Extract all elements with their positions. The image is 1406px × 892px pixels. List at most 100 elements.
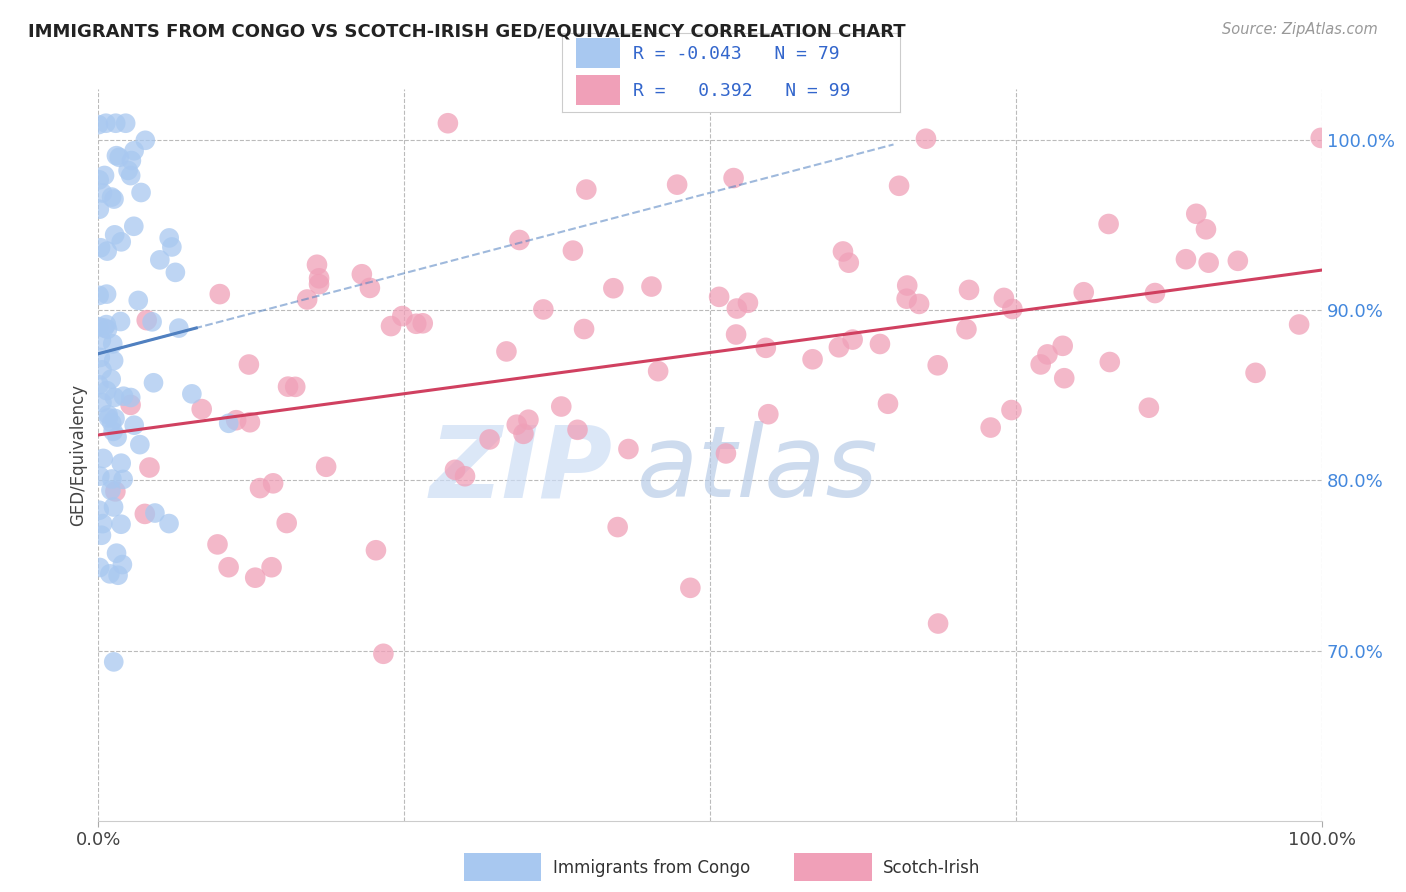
- Point: [96, 244, 118, 258]
- Point: [755, 341, 778, 355]
- Text: R =   0.392   N = 99: R = 0.392 N = 99: [633, 82, 851, 100]
- Point: [1143, 286, 1166, 301]
- Point: [120, 391, 142, 405]
- Point: [478, 433, 501, 447]
- Point: [108, 150, 131, 164]
- Point: [105, 149, 128, 163]
- Point: [105, 546, 128, 560]
- Point: [602, 281, 624, 295]
- Point: [1073, 285, 1095, 300]
- Point: [801, 352, 824, 367]
- Point: [120, 169, 142, 183]
- Point: [756, 407, 779, 421]
- Point: [908, 297, 931, 311]
- Point: [1053, 371, 1076, 385]
- Point: [104, 116, 127, 130]
- Point: [877, 397, 900, 411]
- Point: [295, 293, 318, 307]
- Point: [308, 271, 330, 285]
- Point: [87, 319, 110, 334]
- Point: [359, 281, 381, 295]
- Point: [110, 517, 132, 532]
- Point: [91, 186, 114, 200]
- Point: [617, 442, 640, 456]
- Point: [96, 318, 118, 332]
- Point: [93, 169, 115, 183]
- Point: [869, 337, 891, 351]
- Point: [87, 288, 110, 302]
- Point: [567, 423, 589, 437]
- Point: [225, 413, 247, 427]
- Point: [143, 506, 166, 520]
- Point: [640, 279, 662, 293]
- Y-axis label: GED/Equivalency: GED/Equivalency: [69, 384, 87, 526]
- Point: [89, 503, 111, 517]
- Point: [135, 313, 157, 327]
- Point: [723, 171, 745, 186]
- Point: [1185, 207, 1208, 221]
- Text: Source: ZipAtlas.com: Source: ZipAtlas.com: [1222, 22, 1378, 37]
- Point: [87, 118, 110, 132]
- Point: [89, 202, 111, 217]
- Point: [277, 379, 299, 393]
- Point: [122, 418, 145, 433]
- Point: [1226, 253, 1249, 268]
- Point: [190, 402, 212, 417]
- Point: [993, 291, 1015, 305]
- Point: [89, 560, 111, 574]
- Point: [149, 252, 172, 267]
- Point: [107, 568, 129, 582]
- Point: [927, 359, 949, 373]
- Point: [103, 192, 125, 206]
- Point: [305, 258, 328, 272]
- Point: [180, 387, 202, 401]
- Point: [832, 244, 855, 259]
- Point: [157, 516, 180, 531]
- Point: [725, 301, 748, 316]
- Point: [91, 451, 114, 466]
- Point: [103, 655, 125, 669]
- Point: [249, 481, 271, 495]
- Point: [495, 344, 517, 359]
- Point: [517, 413, 540, 427]
- Point: [647, 364, 669, 378]
- Point: [91, 363, 114, 377]
- Point: [112, 472, 135, 486]
- Point: [111, 558, 134, 572]
- Text: Immigrants from Congo: Immigrants from Congo: [553, 859, 749, 877]
- Point: [120, 398, 142, 412]
- Point: [1029, 358, 1052, 372]
- Point: [1052, 339, 1074, 353]
- Point: [90, 528, 112, 542]
- Point: [142, 376, 165, 390]
- Point: [110, 314, 132, 328]
- Point: [90, 333, 112, 347]
- Point: [380, 319, 402, 334]
- Point: [160, 240, 183, 254]
- Point: [1244, 366, 1267, 380]
- Point: [245, 571, 267, 585]
- Text: atlas: atlas: [637, 421, 879, 518]
- Point: [167, 321, 190, 335]
- Point: [737, 295, 759, 310]
- Point: [141, 315, 163, 329]
- Point: [915, 132, 938, 146]
- Point: [284, 380, 307, 394]
- Point: [103, 390, 125, 404]
- Point: [276, 516, 298, 530]
- Point: [512, 426, 534, 441]
- Point: [1098, 355, 1121, 369]
- Point: [100, 483, 122, 498]
- Point: [129, 186, 152, 200]
- Point: [93, 321, 115, 335]
- Point: [91, 395, 114, 409]
- Point: [896, 278, 918, 293]
- Point: [260, 560, 283, 574]
- Point: [96, 287, 118, 301]
- Point: [725, 327, 748, 342]
- Point: [391, 309, 413, 323]
- Point: [157, 231, 180, 245]
- Point: [110, 235, 132, 249]
- Point: [575, 182, 598, 196]
- Point: [218, 560, 240, 574]
